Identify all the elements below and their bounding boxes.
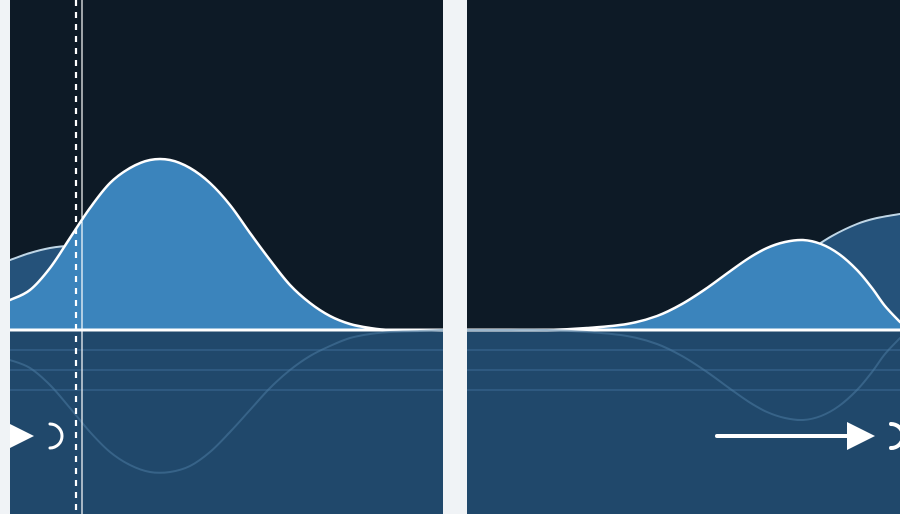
figure-canvas [0,0,900,514]
right-panel [467,0,900,514]
left-panel-svg [10,0,443,514]
left-panel [10,0,443,514]
right-panel-svg [467,0,900,514]
